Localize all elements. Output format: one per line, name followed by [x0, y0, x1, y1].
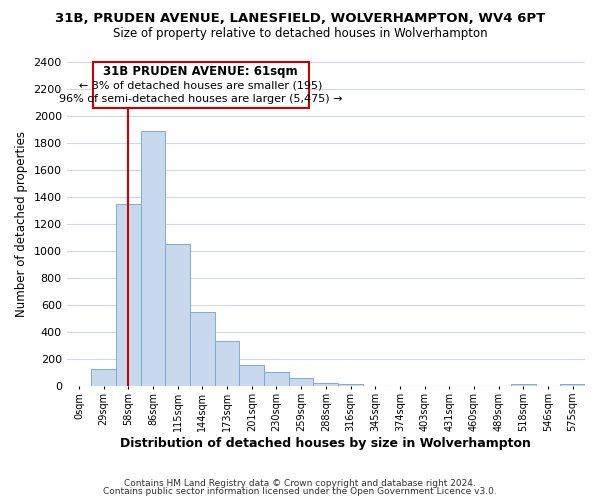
Bar — [560, 384, 585, 386]
Bar — [511, 384, 536, 386]
Bar — [215, 341, 239, 386]
Bar — [190, 312, 215, 386]
Text: 31B PRUDEN AVENUE: 61sqm: 31B PRUDEN AVENUE: 61sqm — [103, 65, 298, 78]
Bar — [116, 204, 141, 386]
Bar — [141, 130, 166, 386]
Text: Contains public sector information licensed under the Open Government Licence v3: Contains public sector information licen… — [103, 487, 497, 496]
Text: 31B, PRUDEN AVENUE, LANESFIELD, WOLVERHAMPTON, WV4 6PT: 31B, PRUDEN AVENUE, LANESFIELD, WOLVERHA… — [55, 12, 545, 26]
Bar — [264, 372, 289, 386]
Bar — [239, 364, 264, 386]
FancyBboxPatch shape — [92, 62, 308, 108]
Text: 96% of semi-detached houses are larger (5,475) →: 96% of semi-detached houses are larger (… — [59, 94, 343, 104]
Bar — [91, 370, 116, 386]
X-axis label: Distribution of detached houses by size in Wolverhampton: Distribution of detached houses by size … — [121, 437, 531, 450]
Bar — [166, 244, 190, 386]
Text: Contains HM Land Registry data © Crown copyright and database right 2024.: Contains HM Land Registry data © Crown c… — [124, 478, 476, 488]
Bar — [289, 378, 313, 386]
Text: ← 3% of detached houses are smaller (195): ← 3% of detached houses are smaller (195… — [79, 81, 322, 91]
Bar — [313, 383, 338, 386]
Text: Size of property relative to detached houses in Wolverhampton: Size of property relative to detached ho… — [113, 27, 487, 40]
Bar — [338, 384, 363, 386]
Y-axis label: Number of detached properties: Number of detached properties — [15, 131, 28, 317]
